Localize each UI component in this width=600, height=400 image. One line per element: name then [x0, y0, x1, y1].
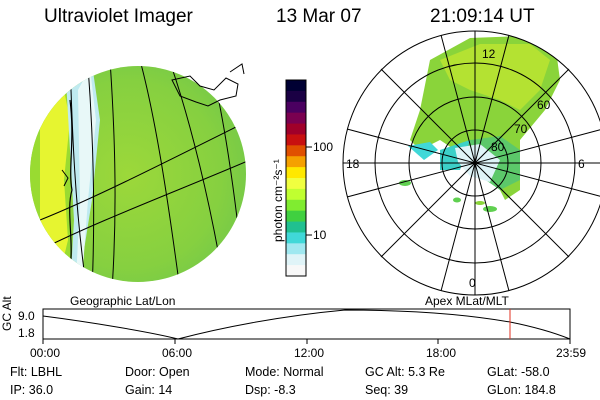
colorbar-band [286, 265, 306, 277]
colorbar-band [286, 167, 306, 179]
colorbar-band [286, 178, 306, 190]
colorbar-band [286, 188, 306, 201]
geographic-caption: Geographic Lat/Lon [70, 294, 176, 308]
mlat-label-60: 60 [537, 98, 551, 112]
mlat-label-80: 80 [491, 140, 505, 154]
colorbar-band [286, 156, 306, 168]
mlt-label-12: 12 [482, 47, 496, 61]
info-filter: Flt: LBHL [10, 365, 63, 379]
instrument-title: Ultraviolet Imager [44, 6, 193, 27]
info-seq: Seq: 39 [365, 383, 409, 397]
colorbar-band [286, 221, 306, 234]
orbit-ylabel: GC Alt [0, 296, 14, 331]
colorbar-band [286, 90, 306, 103]
orbit-xtick-1200: 12:00 [294, 346, 325, 360]
time-label: 21:09:14 UT [430, 6, 535, 27]
colorbar-band [286, 112, 306, 125]
mlt-label-18: 18 [346, 157, 360, 171]
altitude-curve [42, 309, 571, 340]
coastline [69, 99, 73, 271]
mlat-label-70: 70 [514, 122, 528, 136]
orbit-ytick-min: 1.8 [18, 326, 35, 340]
colorbar-band [286, 134, 306, 146]
orbit-xtick-0000: 00:00 [30, 346, 61, 360]
colorbar-band [286, 145, 306, 157]
colorbar-tick-100: 100 [313, 140, 334, 154]
orbit-xtick-2359: 23:59 [556, 346, 587, 360]
colorbar-band [286, 232, 306, 244]
polar-caption: Apex MLat/MLT [425, 294, 509, 308]
info-glat: GLat: -58.0 [487, 365, 550, 379]
orbit-ytick-max: 9.0 [18, 309, 35, 323]
info-glon: GLon: 184.8 [487, 383, 556, 397]
colorbar-band [286, 101, 306, 114]
info-gain: Gain: 14 [125, 383, 173, 397]
orbit-xtick-0600: 06:00 [162, 346, 193, 360]
landmass-outline [171, 75, 239, 107]
date-label: 13 Mar 07 [276, 6, 362, 27]
colorbar-band [286, 210, 306, 223]
orbit-xtick-1800: 18:00 [426, 346, 457, 360]
colorbar-tick-10: 10 [313, 228, 327, 242]
info-dsp: Dsp: -8.3 [245, 383, 296, 397]
info-ip: IP: 36.0 [10, 383, 54, 397]
colorbar-band [286, 199, 306, 212]
mlt-label-6: 6 [578, 157, 585, 171]
colorbar-band [286, 243, 306, 255]
info-mode: Mode: Normal [245, 365, 324, 379]
colorbar-band [286, 80, 306, 92]
info-gc-alt: GC Alt: 5.3 Re [365, 365, 445, 379]
info-door: Door: Open [125, 365, 190, 379]
colorbar-band [286, 123, 306, 136]
colorbar-band [286, 254, 306, 266]
mlt-label-0: 0 [469, 276, 476, 290]
